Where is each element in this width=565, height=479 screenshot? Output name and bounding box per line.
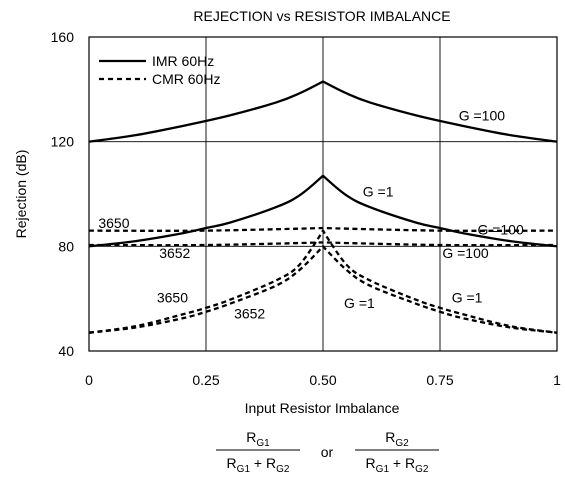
curve-annotations: G =100 G =1 3650 G =100 3652 G =100 3650 G =1 36… xyxy=(98,108,524,322)
formula-left-den-op: + xyxy=(250,455,266,471)
y-tick-label: 40 xyxy=(58,343,74,359)
formula-right: RG2 RG1 + RG2 xyxy=(355,429,439,475)
cmr-curve-2 xyxy=(88,226,558,232)
curve-annotation-0: G =100 xyxy=(459,108,506,124)
y-tick-label: 160 xyxy=(51,29,75,45)
curve-annotation-4: 3652 xyxy=(159,245,190,261)
formula-or: or xyxy=(321,444,334,460)
formula-left-num-sub: G1 xyxy=(256,438,270,449)
curve-annotation-6: 3650 xyxy=(157,290,188,306)
y-axis-label: Rejection (dB) xyxy=(13,150,29,239)
cmr-curve-4 xyxy=(88,229,558,334)
curve-annotation-8: 3652 xyxy=(234,305,265,321)
curve-annotation-3: G =100 xyxy=(477,222,524,238)
chart-title: REJECTION vs RESISTOR IMBALANCE xyxy=(193,8,450,24)
formula-left: RG1 RG1 + RG2 xyxy=(216,429,300,475)
imr-curve-0 xyxy=(88,80,558,143)
formula-right-den-a: R xyxy=(366,455,376,471)
curve-annotation-9: G =1 xyxy=(344,295,375,311)
formula-right-num-sub: G2 xyxy=(395,438,409,449)
y-tick-label: 80 xyxy=(58,238,74,254)
curve-annotation-7: G =1 xyxy=(452,290,483,306)
formula-left-den-a: R xyxy=(227,455,237,471)
svg-text:RG2: RG2 xyxy=(385,429,409,449)
legend-label-imr: IMR 60Hz xyxy=(152,53,214,69)
svg-text:RG1 + RG2: RG1 + RG2 xyxy=(366,455,429,475)
x-tick-label: 0.25 xyxy=(192,372,219,388)
x-tick-labels: 0 0.25 0.50 0.75 1 xyxy=(85,372,561,388)
cmr-curve-5 xyxy=(88,245,558,334)
cmr-curve-3 xyxy=(88,241,558,247)
formula-left-den-b: R xyxy=(266,455,276,471)
formula-right-den-a-sub: G1 xyxy=(376,464,390,475)
svg-text:RG1: RG1 xyxy=(246,429,270,449)
x-tick-label: 0.75 xyxy=(426,372,453,388)
plot-frame xyxy=(88,36,558,352)
legend-label-cmr: CMR 60Hz xyxy=(152,71,220,87)
curve-annotation-2: 3650 xyxy=(98,215,129,231)
formula-right-den-b: R xyxy=(405,455,415,471)
legend: IMR 60Hz CMR 60Hz xyxy=(99,53,220,87)
curve-annotation-5: G =100 xyxy=(442,245,489,261)
formula-right-den-b-sub: G2 xyxy=(415,464,429,475)
curve-annotation-1: G =1 xyxy=(363,184,394,200)
x-axis-label: Input Resistor Imbalance xyxy=(245,400,400,416)
formula-right-den-op: + xyxy=(389,455,405,471)
formula-left-num: R xyxy=(246,429,256,445)
x-tick-label: 1 xyxy=(553,372,561,388)
x-tick-label: 0.50 xyxy=(309,372,336,388)
formula-left-den-a-sub: G1 xyxy=(237,464,251,475)
x-tick-label: 0 xyxy=(85,372,93,388)
y-tick-labels: 40 80 120 160 xyxy=(51,29,75,359)
formula-right-num: R xyxy=(385,429,395,445)
formula-left-den-b-sub: G2 xyxy=(276,464,290,475)
y-tick-label: 120 xyxy=(51,134,75,150)
svg-text:RG1 + RG2: RG1 + RG2 xyxy=(227,455,290,475)
series-lines xyxy=(88,80,558,334)
formula: RG1 RG1 + RG2 or RG2 RG1 + RG2 xyxy=(216,429,439,475)
